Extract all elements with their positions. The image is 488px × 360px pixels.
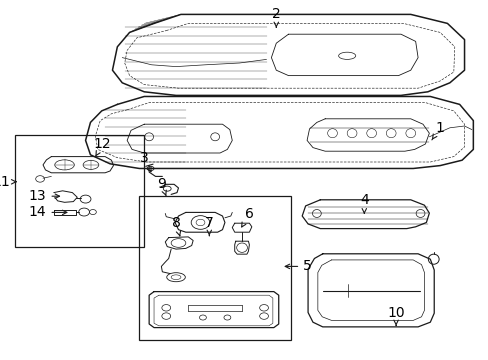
Text: 4: 4 (359, 193, 368, 213)
Text: 1: 1 (431, 121, 444, 140)
Text: 14: 14 (29, 206, 67, 219)
Text: 11: 11 (0, 175, 16, 189)
Text: 3: 3 (140, 152, 151, 172)
Text: 8: 8 (171, 216, 180, 236)
Text: 6: 6 (241, 207, 253, 227)
Text: 2: 2 (271, 8, 280, 27)
Text: 13: 13 (29, 189, 60, 203)
Bar (15, 135, 144, 247)
Text: 12: 12 (94, 137, 111, 156)
Bar (139, 196, 290, 340)
Text: 10: 10 (386, 306, 404, 326)
Text: 7: 7 (204, 216, 213, 236)
Text: 9: 9 (157, 177, 166, 196)
Text: 5: 5 (285, 260, 311, 273)
